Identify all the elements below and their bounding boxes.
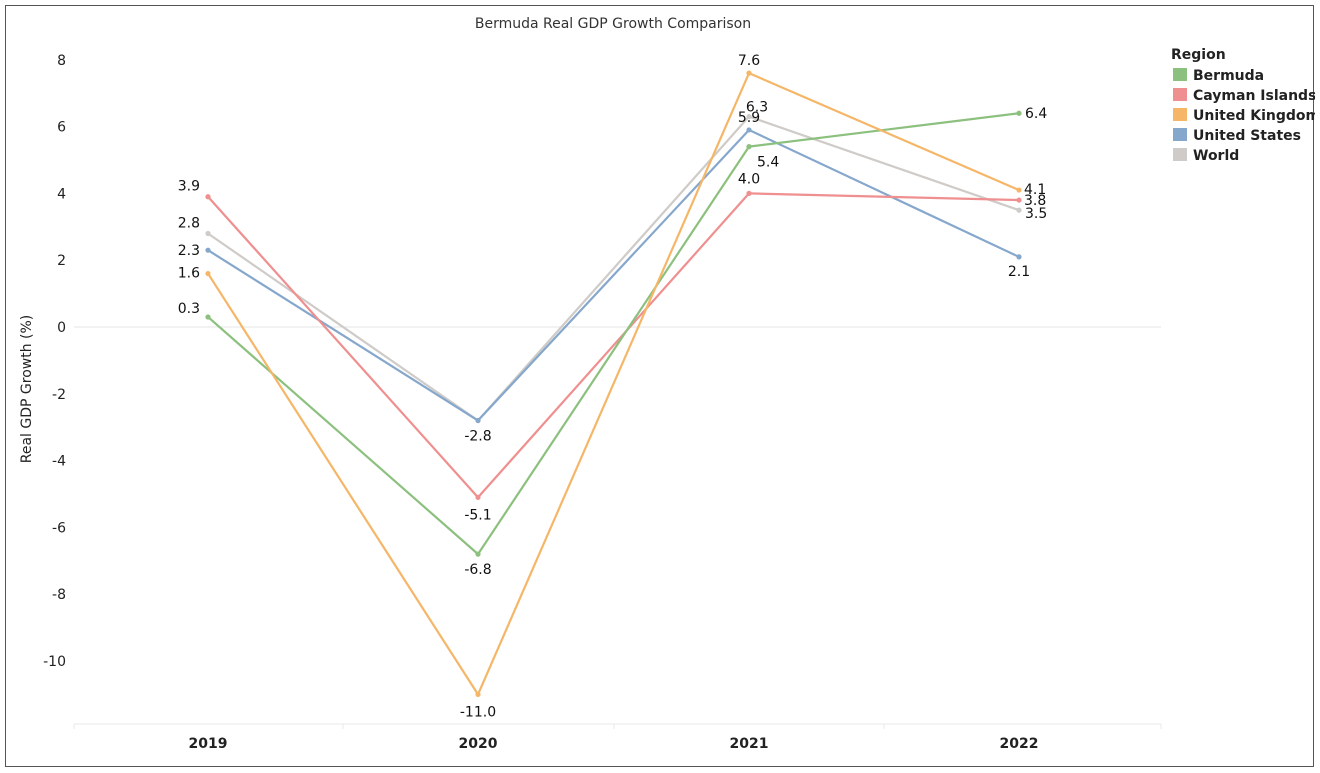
- x-tick-label: 2019: [189, 736, 228, 752]
- chart-svg: Bermuda Real GDP Growth Comparison Real …: [19, 16, 1315, 752]
- y-tick-label: -8: [52, 587, 66, 603]
- series-point-world: [1016, 207, 1022, 213]
- data-label-bermuda: 6.4: [1025, 106, 1047, 122]
- legend-label-cayman-islands: Cayman Islands: [1193, 88, 1315, 104]
- data-label-cayman-islands: 3.8: [1024, 193, 1046, 209]
- series-point-united-kingdom: [746, 70, 752, 76]
- series-point-world: [205, 230, 211, 237]
- legend-swatch-cayman-islands: [1173, 88, 1187, 101]
- y-tick-label: -2: [52, 387, 66, 403]
- y-tick-label: -10: [43, 654, 66, 670]
- data-label-united-kingdom: 4.1: [1024, 182, 1046, 198]
- legend-label-united-states: United States: [1193, 128, 1301, 144]
- y-tick-label: -4: [52, 454, 66, 470]
- data-label-bermuda: -6.8: [464, 562, 491, 578]
- x-tick-label: 2021: [730, 736, 769, 752]
- series-point-united-states: [746, 127, 752, 133]
- data-label-cayman-islands: 4.0: [738, 171, 760, 187]
- legend-title: Region: [1171, 47, 1226, 63]
- legend-swatch-world: [1173, 148, 1187, 161]
- data-label-world: 6.3: [746, 100, 768, 116]
- legend: Region Bermuda Cayman Islands United Kingd…: [1171, 47, 1315, 164]
- series-line-united-states: [207, 128, 1020, 422]
- series-layer: [205, 70, 1022, 698]
- legend-label-united-kingdom: United Kingdom: [1193, 108, 1315, 124]
- series-point-united-kingdom: [1016, 187, 1022, 193]
- data-label-bermuda: 0.3: [178, 301, 200, 317]
- y-axis-label: Real GDP Growth (%): [19, 315, 35, 464]
- legend-items: Bermuda Cayman Islands United Kingdom Unite…: [1173, 68, 1315, 164]
- legend-label-world: World: [1193, 148, 1239, 164]
- x-tick-label: 2020: [459, 736, 498, 752]
- legend-label-bermuda: Bermuda: [1193, 68, 1264, 84]
- data-label-united-states: 2.3: [178, 243, 200, 259]
- series-point-bermuda: [475, 551, 481, 557]
- y-tick-label: 4: [57, 186, 66, 202]
- series-line-cayman-islands: [207, 192, 1020, 499]
- series-point-united-states: [475, 417, 481, 424]
- series-line-world: [207, 115, 1020, 422]
- series-line-bermuda: [207, 112, 1020, 556]
- series-point-cayman-islands: [1016, 197, 1022, 203]
- grid-layer: [73, 326, 1162, 729]
- data-label-united-kingdom: 7.6: [738, 53, 760, 69]
- x-tick-labels: 2019 2020 2021 2022: [189, 736, 1039, 752]
- series-point-bermuda: [746, 144, 752, 150]
- series-point-world: [746, 113, 752, 120]
- data-label-united-states: 5.9: [738, 110, 760, 126]
- y-tick-label: 2: [57, 253, 66, 269]
- chart-title: Bermuda Real GDP Growth Comparison: [475, 16, 751, 32]
- series-point-bermuda: [205, 314, 211, 320]
- series-point-united-states: [1016, 254, 1022, 260]
- data-label-bermuda: 5.4: [757, 155, 779, 171]
- series-point-cayman-islands: [746, 190, 752, 196]
- data-label-united-states: -2.8: [464, 429, 491, 445]
- legend-swatch-bermuda: [1173, 68, 1187, 81]
- series-point-united-kingdom: [475, 691, 481, 698]
- legend-swatch-united-kingdom: [1173, 108, 1187, 121]
- series-point-bermuda: [1016, 110, 1022, 116]
- data-label-united-kingdom: -11.0: [460, 704, 496, 720]
- y-tick-label: -6: [52, 520, 66, 536]
- data-label-world: 3.5: [1025, 206, 1047, 222]
- series-line-united-kingdom: [207, 72, 1020, 696]
- y-tick-label: 0: [57, 320, 66, 336]
- series-point-cayman-islands: [205, 194, 211, 200]
- series-point-united-kingdom: [205, 270, 211, 277]
- legend-swatch-united-states: [1173, 128, 1187, 141]
- data-label-world: 2.8: [178, 215, 200, 231]
- y-tick-label: 6: [57, 120, 66, 136]
- y-tick-labels: 8 6 4 2 0 -2 -4 -6 -8 -10: [43, 53, 66, 670]
- series-point-cayman-islands: [475, 494, 481, 500]
- data-label-cayman-islands: -5.1: [464, 507, 491, 523]
- series-point-united-states: [205, 247, 211, 253]
- y-tick-label: 8: [57, 53, 66, 69]
- data-label-united-states: 2.1: [1008, 264, 1030, 280]
- chart-frame: Bermuda Real GDP Growth Comparison Real …: [5, 5, 1315, 767]
- x-tick-label: 2022: [1000, 736, 1039, 752]
- data-labels: 0.3 -6.8 5.4 6.4 3.9 -5.1 4.0 3.8 1.6 -11.0 7.6 4.1…: [178, 53, 1048, 720]
- data-label-united-kingdom: 1.6: [178, 266, 200, 282]
- data-label-cayman-islands: 3.9: [178, 179, 200, 195]
